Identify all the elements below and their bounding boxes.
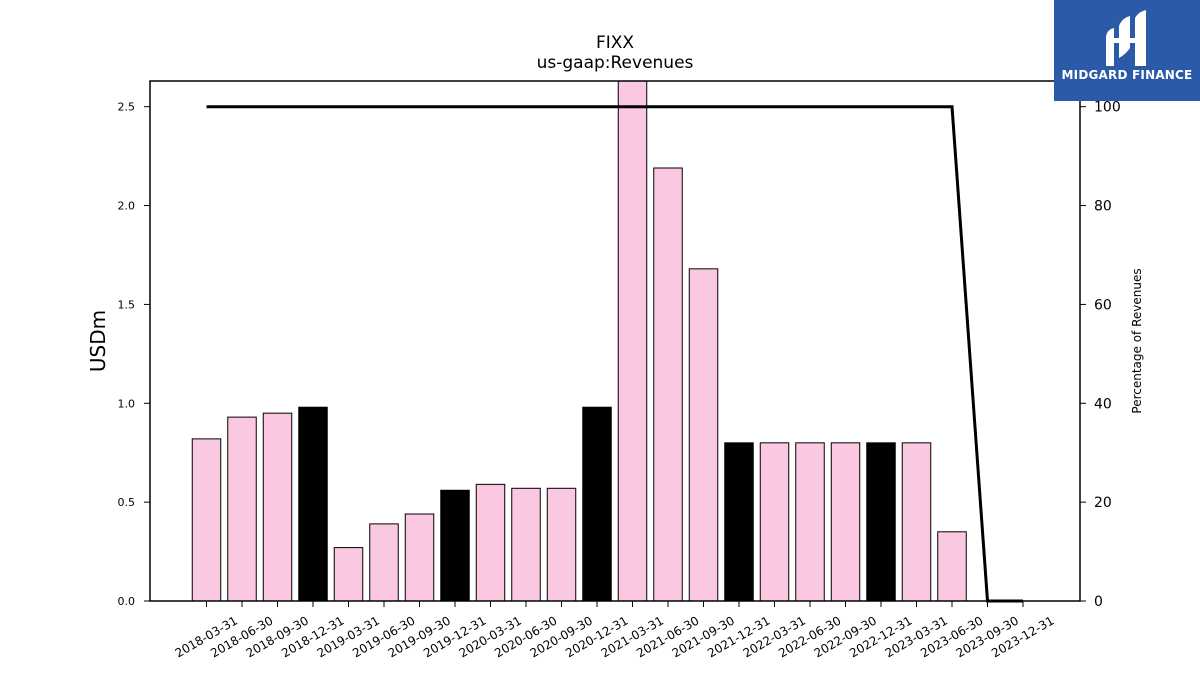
y-tick-label: 0.0 — [118, 595, 136, 608]
brand-logo: MIDGARD FINANCE — [1054, 0, 1200, 101]
y2-axis-label: Percentage of Revenues — [1130, 268, 1144, 413]
bar — [866, 442, 896, 602]
bar — [653, 167, 683, 602]
y2-tick-label: 0 — [1094, 594, 1103, 610]
bar — [511, 487, 541, 602]
chart-title: FIXX — [596, 33, 634, 53]
bar — [369, 523, 399, 602]
y2-tick-label: 100 — [1094, 100, 1121, 116]
plot-frame — [149, 80, 1081, 602]
bar — [546, 487, 577, 602]
y2-tick-label: 80 — [1094, 199, 1112, 215]
y2-tick-label: 20 — [1094, 495, 1112, 511]
bar-group — [191, 80, 967, 602]
y-tick-label: 1.5 — [118, 298, 136, 311]
y2-tick-label: 40 — [1094, 396, 1112, 412]
y2-tick-label: 60 — [1094, 297, 1112, 313]
bar — [227, 416, 257, 602]
bar — [795, 442, 825, 602]
bar — [759, 442, 790, 602]
midgard-logo-icon — [1106, 10, 1146, 66]
y-tick-label: 2.0 — [118, 200, 136, 213]
bar — [901, 442, 932, 602]
percentage-line — [206, 105, 1023, 603]
brand-name: MIDGARD FINANCE — [1061, 68, 1193, 82]
bar — [333, 547, 364, 602]
y-axis-label: USDm — [86, 310, 110, 372]
bar — [475, 483, 506, 602]
bar — [404, 513, 435, 602]
bar — [688, 268, 719, 602]
bar — [191, 438, 222, 602]
y-tick-label: 2.5 — [118, 101, 136, 114]
bar — [830, 442, 861, 602]
bar — [617, 80, 648, 602]
bar — [937, 531, 967, 602]
bar — [582, 406, 612, 602]
bar — [440, 489, 470, 602]
bar — [262, 412, 293, 602]
y-tick-label: 0.5 — [118, 496, 136, 509]
bar — [724, 442, 754, 602]
chart-subtitle: us-gaap:Revenues — [537, 53, 694, 73]
y-tick-label: 1.0 — [118, 397, 136, 410]
bar — [298, 406, 328, 602]
percentage-line-group — [206, 105, 1023, 603]
